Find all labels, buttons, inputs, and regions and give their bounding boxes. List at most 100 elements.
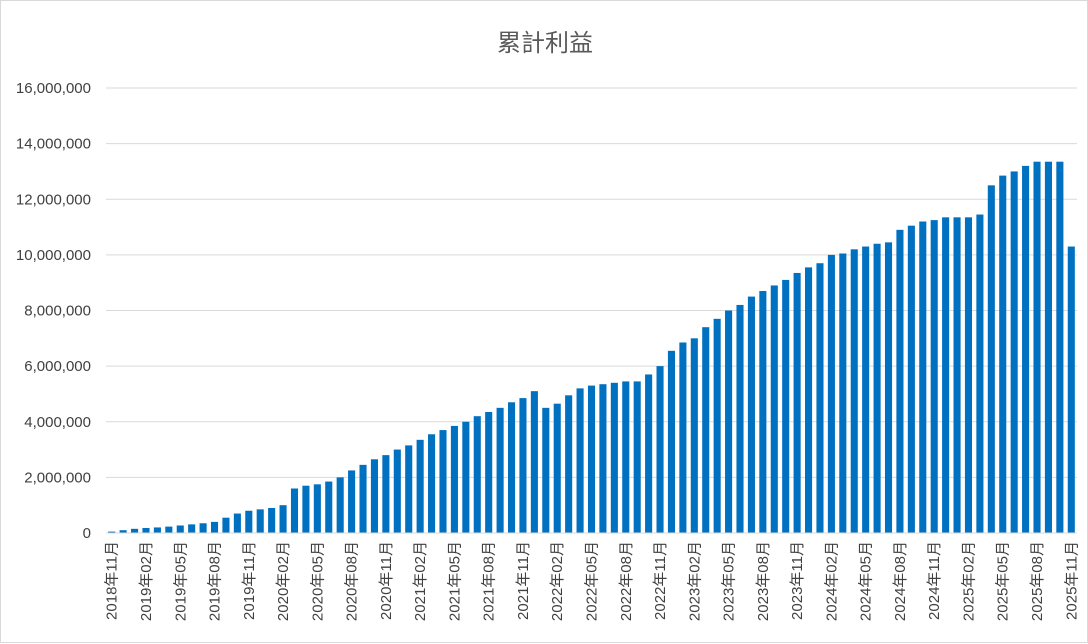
x-tick-label: 2023年05月 — [721, 541, 738, 621]
x-tick-label: 2022年08月 — [618, 541, 635, 621]
x-tick-label: 2025年05月 — [995, 541, 1012, 621]
bar — [462, 421, 470, 533]
bar — [942, 217, 950, 533]
bar — [553, 403, 561, 533]
bar — [667, 350, 676, 533]
x-tick-label: 2019年05月 — [172, 541, 189, 621]
bar — [393, 449, 401, 533]
x-tick-label: 2024年05月 — [858, 541, 875, 621]
x-tick-label: 2023年02月 — [686, 541, 703, 621]
bar — [782, 279, 790, 533]
bar — [873, 243, 881, 533]
bar — [702, 327, 710, 533]
bar — [576, 388, 584, 533]
bar — [587, 385, 596, 533]
y-axis-tick-labels: 0 2,000,000 4,000,000 6,000,000 8,000,000 10,… — [16, 80, 91, 542]
bar — [964, 217, 973, 533]
x-tick-label: 2018年11月 — [104, 541, 121, 620]
y-tick-label: 8,000,000 — [24, 303, 91, 320]
bar — [736, 304, 744, 533]
bar — [862, 246, 870, 533]
bar — [542, 407, 550, 533]
bar — [770, 285, 778, 533]
bar — [188, 524, 196, 533]
bar — [119, 530, 127, 533]
bar — [610, 382, 618, 533]
bar — [645, 374, 653, 533]
bar — [302, 485, 310, 533]
bar — [839, 253, 847, 533]
bar — [1044, 161, 1052, 533]
bar — [622, 381, 630, 533]
x-tick-label: 2021年08月 — [481, 541, 498, 621]
bar — [153, 527, 161, 533]
bar — [519, 398, 527, 533]
bar — [759, 291, 767, 533]
x-tick-label: 2022年02月 — [549, 541, 566, 621]
bar — [473, 416, 481, 533]
x-tick-label: 2021年11月 — [515, 541, 532, 620]
x-tick-label: 2019年08月 — [207, 541, 224, 621]
bar — [747, 296, 755, 533]
bar — [599, 384, 607, 533]
bar — [793, 272, 801, 533]
bar — [256, 509, 264, 533]
bar — [290, 488, 299, 533]
bar — [176, 525, 184, 533]
bar — [1022, 165, 1030, 533]
x-tick-label: 2021年02月 — [412, 541, 429, 621]
bar — [245, 510, 253, 533]
bars — [108, 161, 1075, 533]
bar — [633, 381, 641, 533]
bar — [1056, 161, 1064, 533]
bar — [428, 434, 436, 533]
bar — [930, 220, 938, 533]
chart-title: 累計利益 — [497, 29, 593, 57]
y-tick-label: 2,000,000 — [24, 469, 91, 486]
gridlines — [106, 87, 1077, 478]
bar — [416, 439, 424, 533]
bar — [165, 526, 173, 533]
bar — [279, 505, 287, 533]
bar — [268, 507, 276, 533]
bar — [359, 464, 367, 533]
x-tick-label: 2023年08月 — [755, 541, 772, 621]
bar — [507, 402, 516, 533]
bar — [725, 310, 733, 533]
y-tick-label: 0 — [83, 525, 91, 542]
x-tick-label: 2025年11月 — [1063, 541, 1080, 620]
bar — [210, 521, 219, 533]
bar — [233, 513, 241, 533]
x-tick-label: 2020年11月 — [378, 541, 395, 620]
bar — [405, 445, 413, 533]
bar — [382, 455, 390, 533]
x-tick-label: 2021年05月 — [446, 541, 463, 621]
y-tick-label: 4,000,000 — [24, 414, 91, 431]
bar — [450, 425, 458, 533]
bar — [222, 517, 230, 533]
x-tick-label: 2024年08月 — [892, 541, 909, 621]
bar — [439, 430, 447, 533]
x-tick-label: 2020年05月 — [309, 541, 326, 621]
bar — [679, 342, 687, 533]
bar — [131, 528, 139, 533]
x-tick-label: 2025年02月 — [960, 541, 977, 621]
x-tick-label: 2022年11月 — [652, 541, 669, 620]
bar — [565, 395, 573, 533]
bar — [987, 185, 995, 533]
x-tick-label: 2020年08月 — [344, 541, 361, 621]
y-tick-label: 12,000,000 — [16, 191, 91, 208]
bar — [827, 254, 835, 533]
x-tick-label: 2019年02月 — [138, 541, 155, 621]
x-tick-label: 2023年11月 — [789, 541, 806, 620]
y-tick-label: 16,000,000 — [16, 80, 91, 97]
bar — [530, 391, 538, 533]
bar — [850, 249, 858, 533]
bar — [884, 242, 893, 533]
bar — [199, 523, 207, 533]
y-tick-label: 10,000,000 — [16, 247, 91, 264]
bar — [108, 531, 116, 533]
bar — [1010, 171, 1018, 533]
